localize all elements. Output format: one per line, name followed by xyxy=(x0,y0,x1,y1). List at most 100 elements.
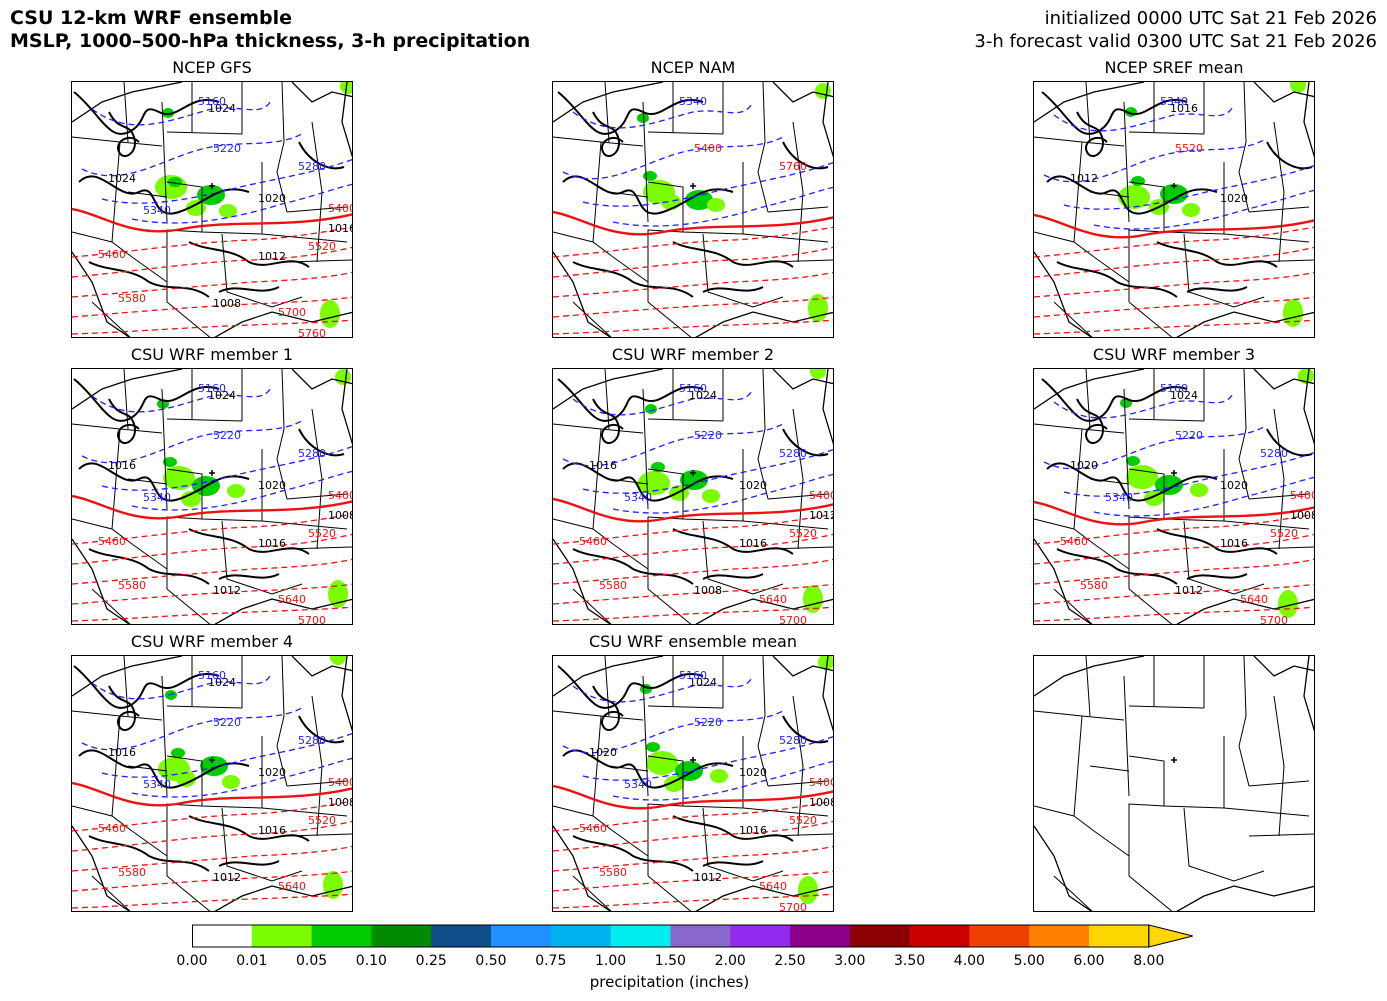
thickness-contour-cold xyxy=(81,133,303,177)
state-boundary xyxy=(276,82,288,213)
state-boundary xyxy=(1128,803,1165,876)
precipitation-area xyxy=(163,457,177,467)
thickness-label: 5760 xyxy=(779,160,807,173)
thickness-contour-warm xyxy=(553,226,833,258)
thickness-contour-cold xyxy=(1053,391,1235,419)
state-boundary xyxy=(767,206,829,213)
thickness-contour-warm xyxy=(72,319,352,335)
precipitation-area xyxy=(645,404,657,414)
state-boundary xyxy=(1053,301,1093,337)
thickness-contour-cold xyxy=(1053,104,1235,132)
mslp-isobar xyxy=(557,91,704,135)
isobar-label: 1020 xyxy=(258,766,286,779)
coastline-border xyxy=(214,311,352,337)
mslp-isobar xyxy=(1056,261,1178,298)
mslp-isobar xyxy=(592,111,624,157)
coastline-border xyxy=(1176,311,1314,337)
precipitation-area xyxy=(171,748,185,758)
isobar-label: 1016 xyxy=(589,459,617,472)
precipitation-area xyxy=(1182,203,1200,217)
thickness-label: 5280 xyxy=(779,447,807,460)
isobar-label: 1012 xyxy=(1175,584,1203,597)
mslp-isobar xyxy=(108,111,140,157)
state-boundary xyxy=(1273,695,1285,837)
isobar-label: 1016 xyxy=(108,746,136,759)
thickness-label: 5220 xyxy=(694,429,722,442)
state-boundary xyxy=(311,121,323,263)
precipitation-area xyxy=(323,871,343,899)
state-boundary xyxy=(91,875,131,911)
mslp-isobar xyxy=(782,428,829,457)
isobar-label: 1016 xyxy=(108,459,136,472)
thickness-label: 5700 xyxy=(779,901,807,912)
thickness-label: 5160 xyxy=(679,669,707,682)
isobar-label: 1024 xyxy=(1170,389,1198,402)
mslp-isobar xyxy=(73,665,220,709)
thickness-contour-warm xyxy=(553,319,833,335)
thickness-contour-warm xyxy=(72,513,352,545)
thickness-contour-cold xyxy=(612,186,833,227)
panel-title-ensemble-mean: CSU WRF ensemble mean xyxy=(588,632,797,651)
thickness-contour-cold xyxy=(562,423,784,467)
thickness-contour-warm xyxy=(1034,319,1314,335)
isobar-label: 1020 xyxy=(1220,479,1248,492)
mslp-isobar xyxy=(572,835,694,872)
thickness-label: 5160 xyxy=(198,382,226,395)
state-boundary xyxy=(286,493,348,500)
mslp-isobar xyxy=(1156,528,1278,555)
thickness-contour-warm xyxy=(1034,296,1314,318)
mslp-isobar xyxy=(572,548,694,585)
isobar-label: 1020 xyxy=(258,479,286,492)
isobar-label: 1020 xyxy=(1070,459,1098,472)
thickness-contour-cold xyxy=(91,672,273,700)
mslp-isobar xyxy=(1076,398,1108,444)
panel-title-member2: CSU WRF member 2 xyxy=(611,345,775,364)
state-boundary xyxy=(166,131,243,135)
coastline-border xyxy=(772,656,833,677)
colorbar-tick-label: 0.75 xyxy=(535,953,567,969)
mslp-isobar xyxy=(1266,141,1313,170)
thickness-label: 5640 xyxy=(278,593,306,606)
coastline-border xyxy=(1303,656,1314,732)
coastline-border xyxy=(72,656,183,697)
thickness-label: 5340 xyxy=(679,95,707,108)
mslp-isobar xyxy=(218,860,280,867)
state-boundary xyxy=(742,520,829,530)
colorbar-tick-label: 0.50 xyxy=(475,953,507,969)
state-boundary xyxy=(261,807,348,817)
map-panel-member3: 1024 1020 1020 1016 1012 1008 5160 5220 5280 5340… xyxy=(1033,368,1315,625)
mslp-isobar xyxy=(702,573,764,580)
precipitation-area xyxy=(1190,483,1208,497)
state-boundary xyxy=(166,588,211,624)
state-boundary xyxy=(166,418,243,422)
colorbar-extend-arrow xyxy=(1148,924,1193,948)
coastline-border xyxy=(214,885,352,911)
location-marker xyxy=(690,183,696,189)
thickness-contour-warm xyxy=(72,583,352,605)
thickness-label: 5400 xyxy=(328,489,353,502)
precipitation-area xyxy=(168,177,182,187)
thickness-label: 5340 xyxy=(1105,491,1133,504)
mslp-isobar xyxy=(562,462,734,502)
mslp-isobar xyxy=(73,378,220,422)
mslp-isobar xyxy=(572,261,694,298)
precipitation-area xyxy=(638,471,670,495)
state-boundary xyxy=(1128,229,1165,302)
coastline-border xyxy=(822,369,833,445)
thickness-contour-warm xyxy=(1034,606,1314,622)
state-boundary xyxy=(757,82,769,213)
state-boundary xyxy=(647,755,744,809)
state-boundary xyxy=(1248,206,1310,213)
state-boundary xyxy=(647,131,724,135)
thickness-label: 5280 xyxy=(298,734,326,747)
state-boundary xyxy=(311,408,323,550)
state-boundary xyxy=(1093,830,1130,857)
state-boundary xyxy=(604,82,610,143)
state-boundary xyxy=(1123,388,1130,510)
precipitation-area xyxy=(186,200,206,216)
state-boundary xyxy=(166,755,263,809)
state-boundary xyxy=(612,830,649,857)
thickness-contour-5400 xyxy=(72,781,352,807)
panel-title-member4: CSU WRF member 4 xyxy=(130,632,294,651)
state-boundary xyxy=(642,675,649,797)
